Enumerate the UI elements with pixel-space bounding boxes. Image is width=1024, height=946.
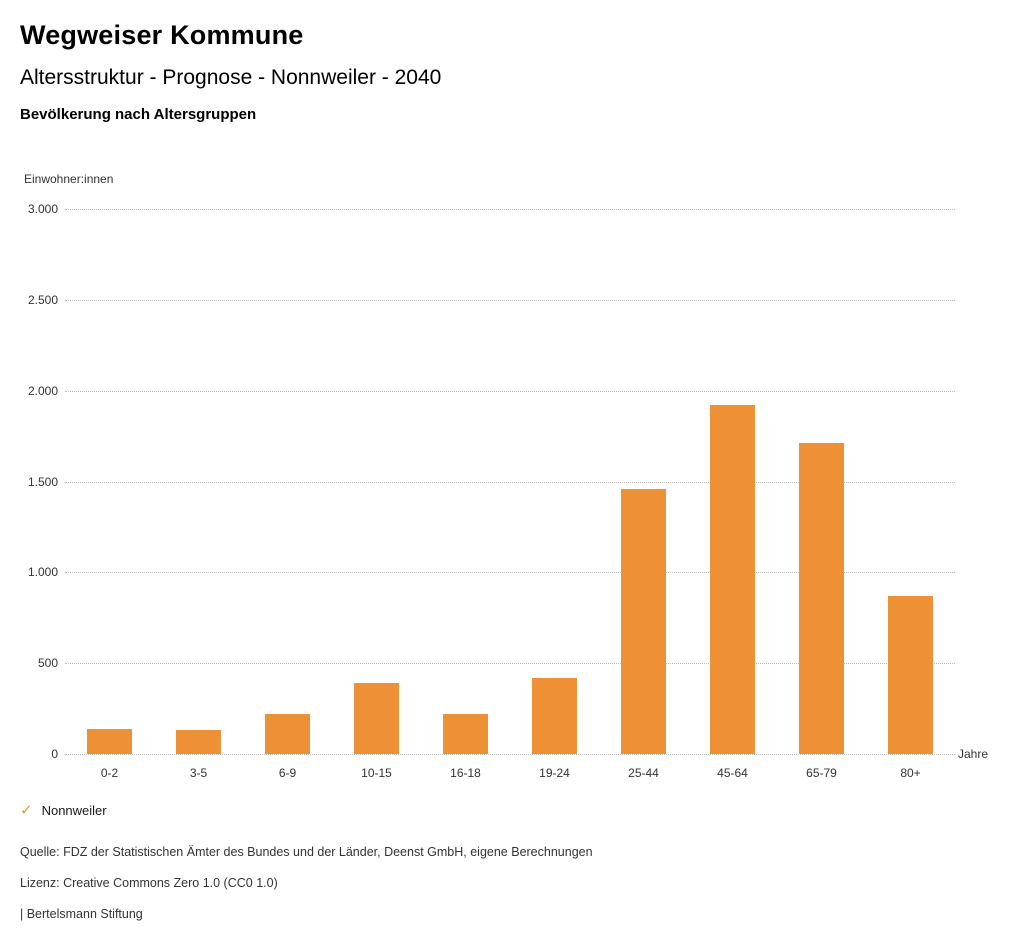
x-axis-title: Jahre [958, 747, 989, 761]
y-tick-label: 2.000 [27, 383, 58, 398]
x-tick-label: 0-2 [100, 766, 119, 780]
x-tick-label: 6-9 [278, 766, 297, 780]
x-axis-labels: 0-2 3-5 6-9 10-15 16-18 19-24 25-44 45-64 65-79 8… [65, 766, 955, 784]
y-tick-label: 1.500 [27, 474, 58, 489]
x-tick-label: 3-5 [189, 766, 208, 780]
bar-65-79[interactable] [799, 443, 844, 754]
attribution-text: | Bertelsmann Stiftung [20, 907, 143, 921]
page-title: Altersstruktur - Prognose - Nonnweiler -… [20, 66, 442, 89]
x-tick-label: 25-44 [628, 766, 659, 780]
gridline [65, 390, 955, 392]
legend-item-nonnweiler[interactable]: ✓ Nonnweiler [20, 803, 107, 818]
x-tick-label: 65-79 [806, 766, 837, 780]
gridline [65, 572, 955, 574]
bar-0-2[interactable] [87, 728, 132, 754]
bar-16-18[interactable] [443, 714, 488, 754]
y-tick-label: 1.000 [27, 565, 58, 580]
gridline [65, 299, 955, 301]
source-text: Quelle: FDZ der Statistischen Ämter des … [20, 845, 593, 859]
license-text: Lizenz: Creative Commons Zero 1.0 (CC0 1… [20, 876, 278, 890]
bar-25-44[interactable] [621, 488, 666, 754]
gridline [65, 209, 955, 210]
x-tick-label: 80+ [900, 766, 921, 780]
check-icon: ✓ [20, 802, 33, 819]
plot-area [65, 209, 955, 755]
y-axis-title: Einwohner:innen [24, 172, 114, 186]
bar-10-15[interactable] [354, 683, 399, 754]
legend-label: Nonnweiler [41, 803, 107, 818]
bar-3-5[interactable] [176, 730, 221, 754]
y-tick-label: 0 [51, 747, 58, 761]
bar-19-24[interactable] [532, 677, 577, 754]
y-tick-label: 500 [37, 656, 58, 671]
x-tick-label: 16-18 [450, 766, 481, 780]
gridline [65, 663, 955, 665]
bar-6-9[interactable] [265, 714, 310, 754]
x-tick-label: 19-24 [539, 766, 570, 780]
y-axis-labels: 0 500 1.000 1.500 2.000 2.500 3.000 [0, 202, 58, 761]
y-tick-label: 2.500 [27, 292, 58, 307]
x-tick-label: 10-15 [361, 766, 392, 780]
chart-title: Bevölkerung nach Altersgruppen [20, 106, 257, 123]
x-tick-label: 45-64 [717, 766, 748, 780]
bar-45-64[interactable] [710, 405, 755, 754]
gridline [65, 481, 955, 483]
y-tick-label: 3.000 [27, 202, 58, 216]
gridline [65, 754, 955, 755]
bar-80+[interactable] [888, 595, 933, 754]
app-title: Wegweiser Kommune [20, 20, 304, 50]
